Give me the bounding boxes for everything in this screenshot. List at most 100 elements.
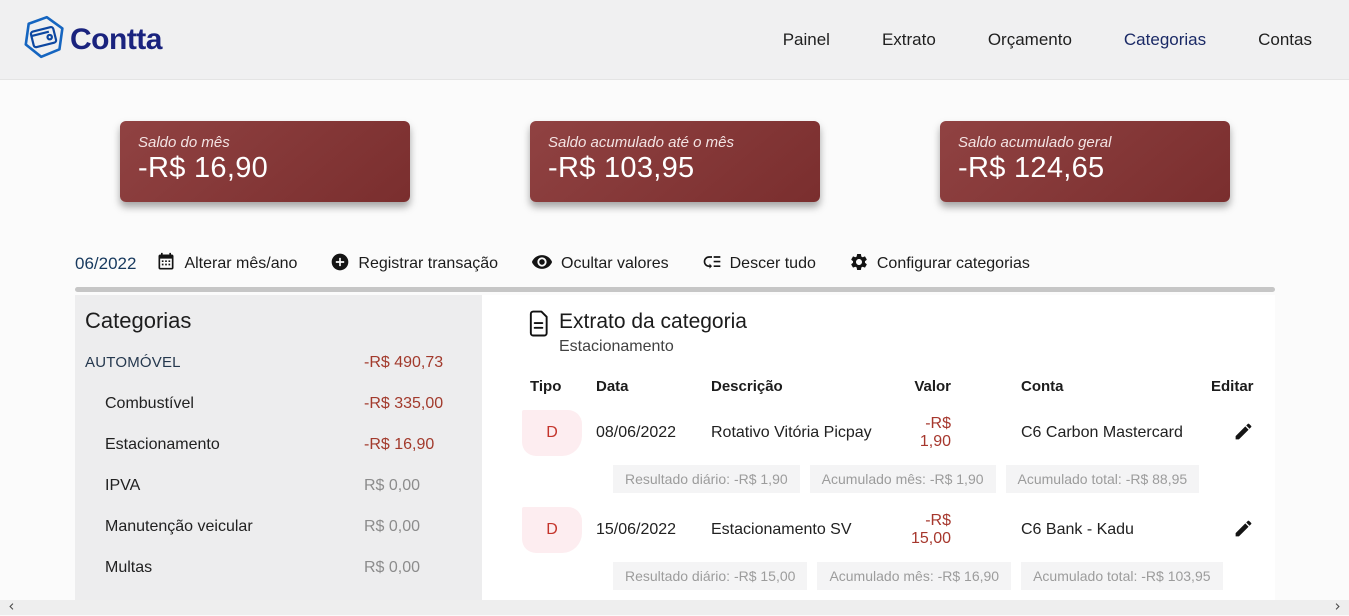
scroll-right-button[interactable] (1331, 600, 1344, 616)
card-saldo-acumulado-geral: Saldo acumulado geral -R$ 124,65 (940, 121, 1230, 202)
category-row-estacionamento[interactable]: Estacionamento -R$ 16,90 (85, 424, 482, 465)
toolbar-label: Registrar transação (358, 255, 499, 272)
toolbar-label: Descer tudo (729, 255, 816, 272)
summary-cards: Saldo do mês -R$ 16,90 Saldo acumulado a… (120, 121, 1230, 202)
card-label: Saldo acumulado geral (958, 134, 1112, 151)
main-nav: Painel Extrato Orçamento Categorias Cont… (783, 30, 1312, 50)
cell-valor: -R$ 1,90 (919, 415, 951, 450)
period-label: 06/2022 (75, 254, 137, 273)
chevron-left-icon (5, 600, 18, 616)
month-accumulated-chip: Acumulado mês: -R$ 1,90 (809, 465, 996, 493)
card-value: -R$ 124,65 (958, 152, 1105, 184)
calendar-icon (156, 252, 176, 277)
nav-item-painel[interactable]: Painel (782, 29, 830, 49)
category-name: Manutenção veicular (105, 517, 253, 535)
total-accumulated-chip: Acumulado total: -R$ 88,95 (1005, 465, 1200, 493)
horizontal-scrollbar[interactable] (75, 287, 1275, 292)
nav-item-categorias[interactable]: Categorias (1123, 29, 1207, 49)
edit-pencil-icon (1233, 421, 1254, 445)
nav-item-extrato[interactable]: Extrato (881, 29, 936, 49)
col-header-tipo: Tipo (530, 377, 562, 395)
toolbar-label: Configurar categorias (876, 255, 1030, 272)
statement-header: Extrato da categoria Estacionamento (527, 310, 1275, 356)
row-summary: Resultado diário: -R$ 15,00 Acumulado mê… (613, 562, 1275, 590)
statement-panel: Extrato da categoria Estacionamento Tipo… (482, 295, 1275, 600)
configurar-categorias-button[interactable]: Configurar categorias (849, 252, 1030, 277)
cell-descricao: Estacionamento SV (711, 521, 852, 538)
category-name: Combustível (105, 394, 194, 412)
document-icon (527, 310, 550, 342)
statement-table: Tipo Data Descrição Valor Conta Editar D… (522, 376, 1275, 590)
table-header-row: Tipo Data Descrição Valor Conta Editar (522, 376, 1275, 396)
wallet-logo-icon (20, 13, 68, 66)
toolbar: 06/2022 Alterar mês/ano Registrar transa… (75, 249, 1030, 279)
edit-transaction-button[interactable] (1211, 421, 1275, 445)
category-name: Multas (105, 558, 153, 576)
nav-item-contas[interactable]: Contas (1258, 29, 1312, 49)
row-summary: Resultado diário: -R$ 1,90 Acumulado mês… (613, 465, 1275, 493)
card-value: -R$ 16,90 (138, 152, 269, 184)
category-row-combustivel[interactable]: Combustível -R$ 335,00 (85, 383, 482, 424)
cell-descricao: Rotativo Vitória Picpay (711, 424, 872, 441)
category-row-manutencao-veicular[interactable]: Manutenção veicular R$ 0,00 (85, 506, 482, 547)
daily-result-chip: Resultado diário: -R$ 1,90 (613, 465, 800, 493)
cell-valor: -R$ 15,00 (910, 512, 951, 547)
toolbar-label: Alterar mês/ano (184, 255, 298, 272)
transaction-type-badge: D (522, 410, 582, 456)
category-name: AUTOMÓVEL (85, 354, 181, 371)
transaction-type-badge: D (522, 507, 582, 553)
statement-subtitle: Estacionamento (559, 338, 674, 355)
edit-pencil-icon (1233, 518, 1254, 542)
descer-tudo-button[interactable]: Descer tudo (702, 252, 816, 277)
total-accumulated-chip: Acumulado total: -R$ 103,95 (1021, 562, 1223, 590)
statement-title: Extrato da categoria (559, 310, 747, 333)
cell-data: 08/06/2022 (596, 424, 677, 441)
category-value: R$ 0,00 (364, 517, 421, 535)
edit-transaction-button[interactable] (1211, 518, 1275, 542)
brand-logo[interactable]: Contta (20, 13, 162, 66)
card-value: -R$ 103,95 (548, 152, 695, 184)
categories-panel-title: Categorias (85, 308, 192, 333)
category-name: Estacionamento (105, 435, 220, 453)
card-label: Saldo do mês (138, 134, 230, 151)
category-value: R$ 0,00 (364, 558, 421, 576)
gear-icon (849, 252, 869, 277)
brand-name: Contta (70, 22, 162, 56)
col-header-data: Data (596, 377, 629, 395)
col-header-valor: Valor (914, 377, 951, 395)
card-saldo-acumulado-mes: Saldo acumulado até o mês -R$ 103,95 (530, 121, 820, 202)
cell-conta: C6 Carbon Mastercard (1021, 424, 1183, 441)
categories-panel: Categorias AUTOMÓVEL -R$ 490,73 Combustí… (75, 295, 482, 600)
category-row-ipva[interactable]: IPVA R$ 0,00 (85, 465, 482, 506)
bottom-scroll-strip (0, 600, 1349, 615)
category-name: IPVA (105, 476, 141, 494)
daily-result-chip: Resultado diário: -R$ 15,00 (613, 562, 808, 590)
cell-data: 15/06/2022 (596, 521, 677, 538)
category-value: -R$ 16,90 (364, 435, 435, 453)
ocultar-valores-button[interactable]: Ocultar valores (531, 251, 669, 278)
card-saldo-mes: Saldo do mês -R$ 16,90 (120, 121, 410, 202)
cell-conta: C6 Bank - Kadu (1021, 521, 1134, 538)
table-row: D 08/06/2022 Rotativo Vitória Picpay -R$… (522, 410, 1275, 456)
category-value: -R$ 335,00 (364, 394, 444, 412)
category-row-multas[interactable]: Multas R$ 0,00 (85, 547, 482, 588)
content-panels: Categorias AUTOMÓVEL -R$ 490,73 Combustí… (75, 295, 1275, 600)
toolbar-label: Ocultar valores (561, 255, 669, 272)
plus-circle-icon (330, 252, 350, 277)
nav-item-orcamento[interactable]: Orçamento (987, 29, 1072, 49)
scroll-left-button[interactable] (5, 600, 18, 616)
col-header-descricao: Descrição (711, 377, 783, 395)
category-row-automovel[interactable]: AUTOMÓVEL -R$ 490,73 (85, 342, 482, 383)
top-navbar: Contta Painel Extrato Orçamento Categori… (0, 0, 1349, 80)
col-header-editar: Editar (1211, 377, 1254, 395)
eye-icon (531, 251, 553, 278)
category-value: -R$ 490,73 (364, 353, 444, 371)
low-priority-icon (702, 252, 722, 277)
col-header-conta: Conta (1021, 377, 1064, 395)
chevron-right-icon (1331, 600, 1344, 616)
registrar-transacao-button[interactable]: Registrar transação (330, 252, 498, 277)
card-label: Saldo acumulado até o mês (548, 134, 734, 151)
category-value: R$ 0,00 (364, 476, 421, 494)
alterar-mes-ano-button[interactable]: Alterar mês/ano (156, 252, 297, 277)
